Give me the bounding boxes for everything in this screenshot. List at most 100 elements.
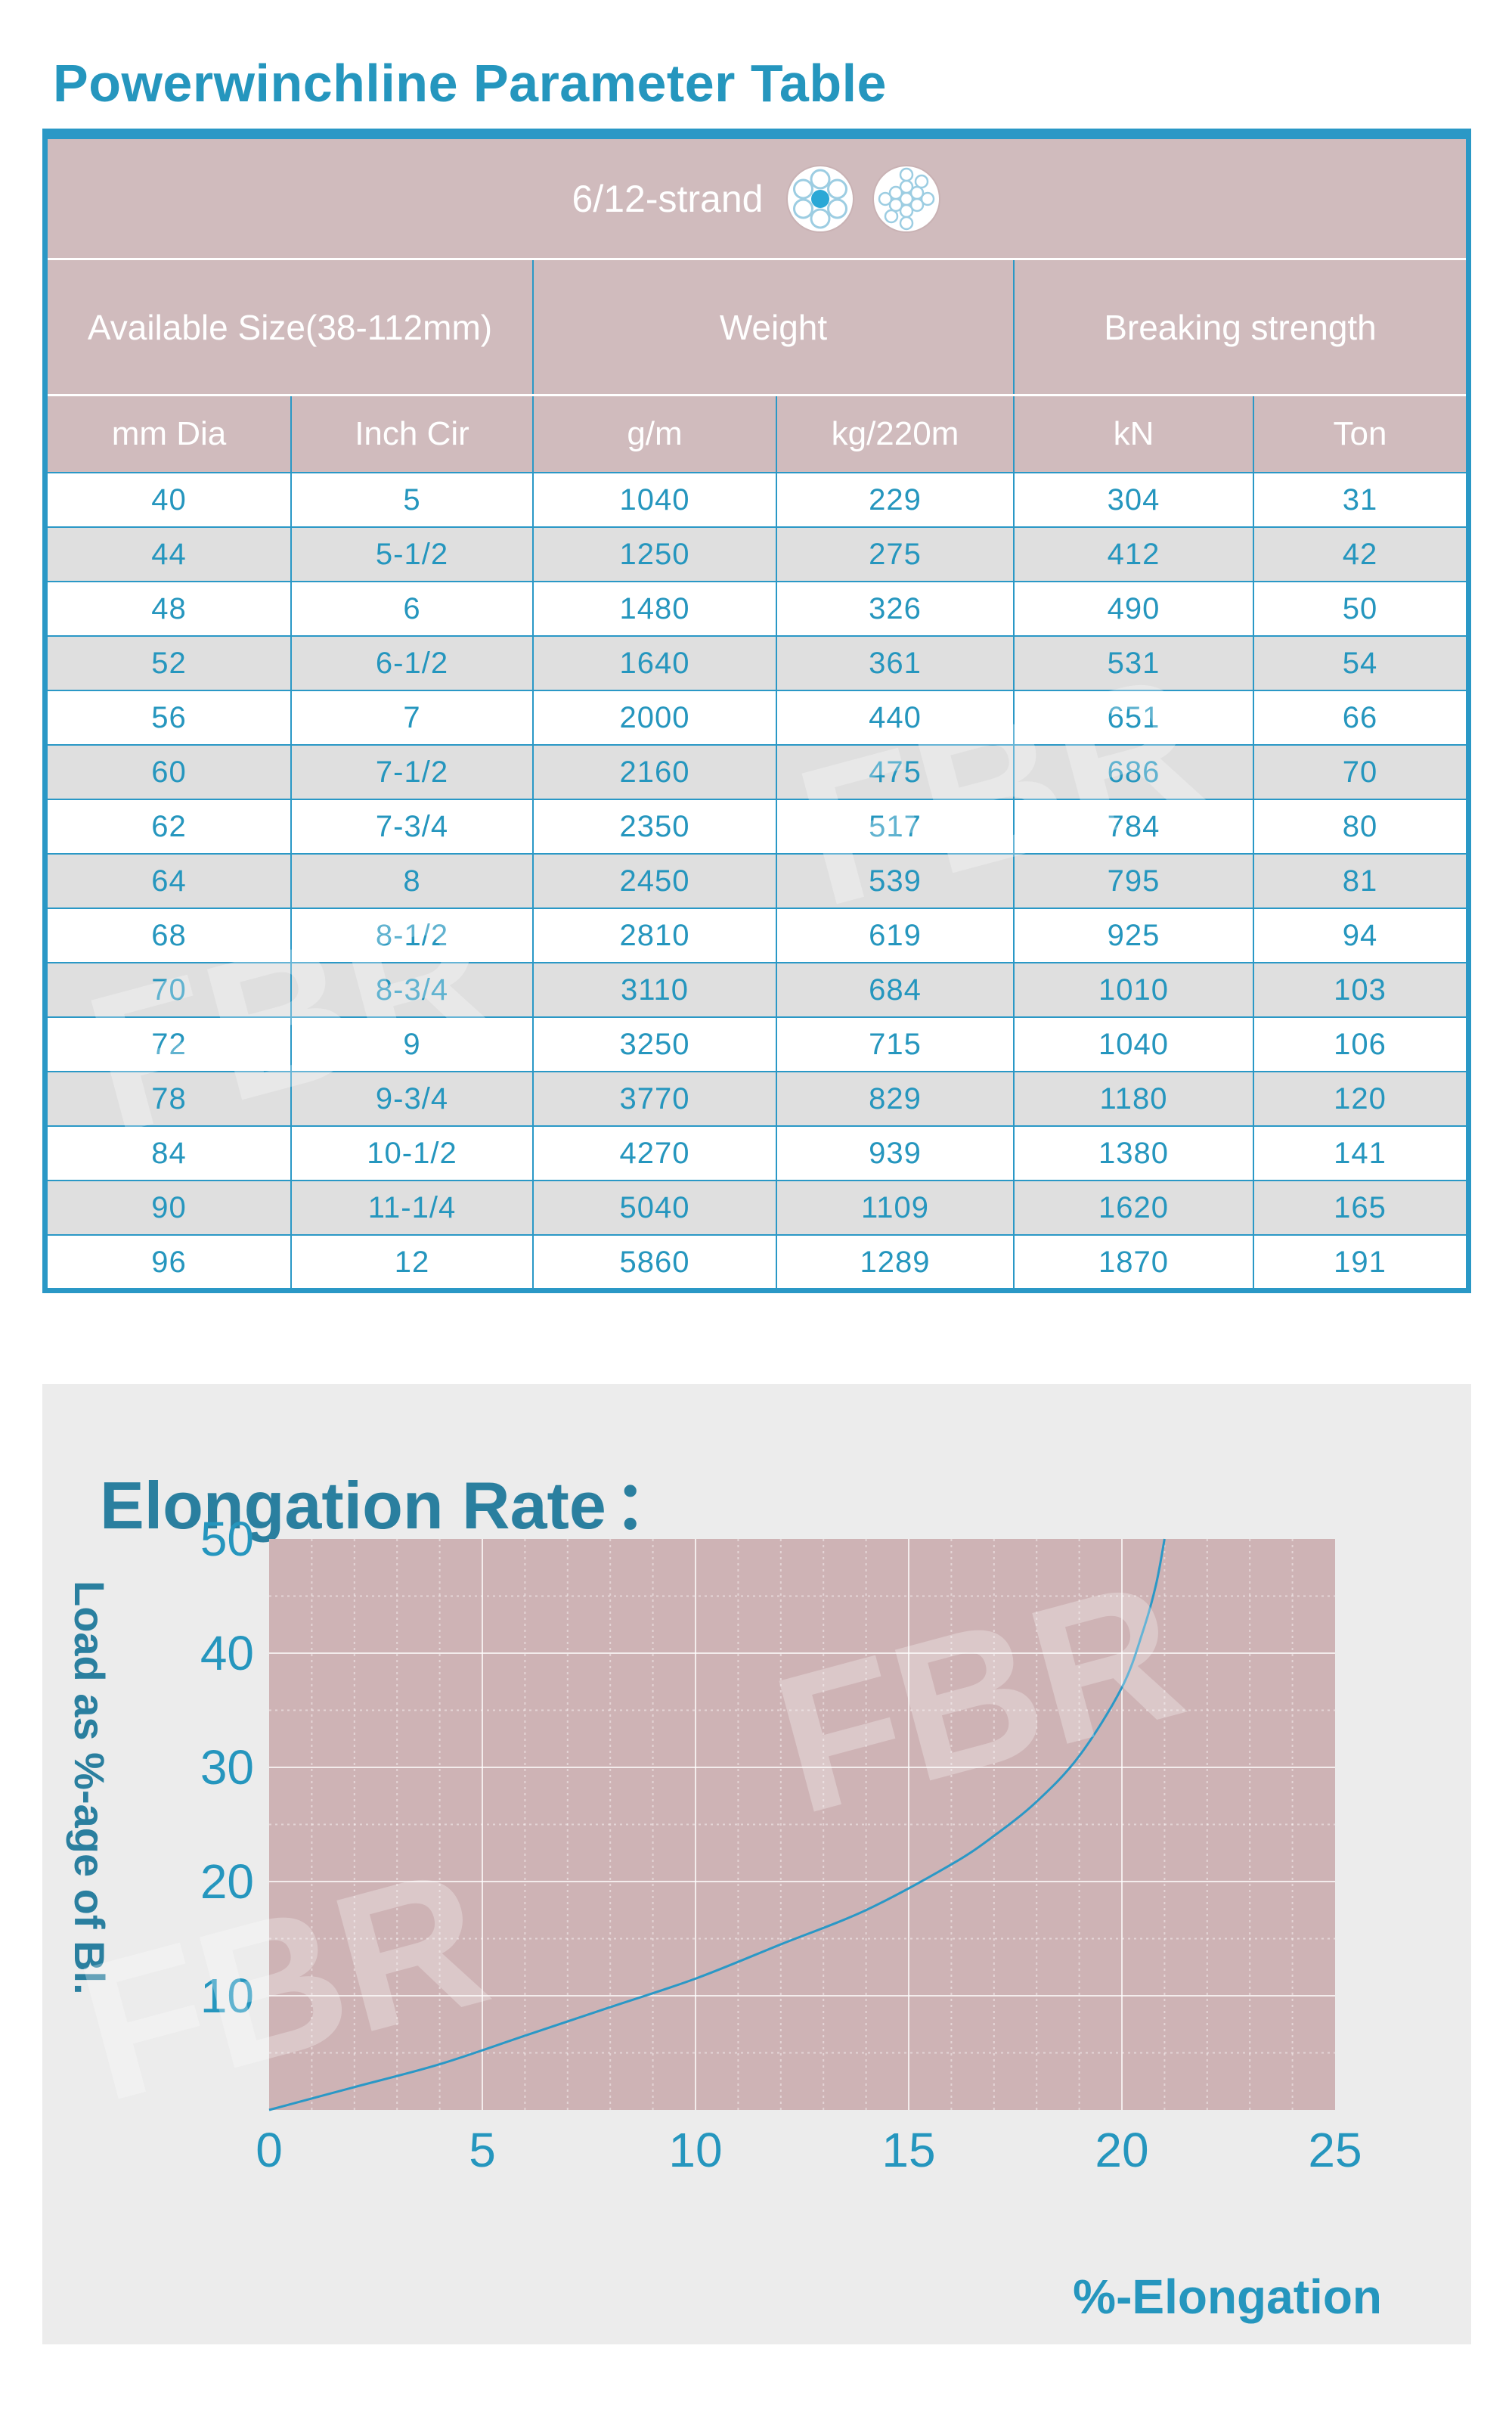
table-cell: 1250 (534, 528, 777, 581)
table-cell: 70 (1342, 755, 1378, 789)
table-cell: 8 (292, 855, 534, 908)
strand-12-icon (872, 164, 941, 233)
elongation-chart-panel: Elongation Rate： 0 5 10 15 20 25 10 20 30 40 50 Lo… (42, 1384, 1471, 2344)
table-cell: 103 (1334, 973, 1387, 1007)
table-cell: 66 (1342, 700, 1378, 734)
table-cell: 9 (292, 1018, 534, 1071)
table-cell: 48 (48, 582, 292, 635)
table-cell: 80 (1342, 809, 1378, 843)
y-tick-label: 10 (200, 1969, 254, 2023)
table-row: 40 5 1040 229 304 31 (48, 472, 1466, 526)
chart-title: Elongation Rate： (100, 1452, 680, 1548)
y-tick-label: 20 (200, 1854, 254, 1909)
table-cell: 1620 (1015, 1181, 1254, 1234)
column-header: Inch Cir (292, 396, 534, 472)
strand-header-cell: 6/12-strand (48, 139, 1466, 258)
table-cell: 60 (48, 746, 292, 799)
table-cell: 7 (292, 691, 534, 744)
table-cell: 3770 (534, 1072, 777, 1125)
table-cell: 229 (777, 473, 1015, 526)
table-cell: 191 (1334, 1245, 1387, 1279)
table-cell: 10-1/2 (292, 1127, 534, 1180)
column-header: kN (1015, 396, 1254, 472)
table-row: 60 7-1/2 2160 475 686 70 (48, 744, 1466, 799)
table-row: 48 6 1480 326 490 50 (48, 581, 1466, 635)
elongation-chart: 0 5 10 15 20 25 10 20 30 40 50 (200, 1512, 1362, 2177)
table-cell: 361 (777, 637, 1015, 690)
y-tick-label: 50 (200, 1512, 254, 1566)
table-cell: 120 (1334, 1081, 1387, 1115)
table-cell: 475 (777, 746, 1015, 799)
table-cell: 62 (48, 800, 292, 853)
table-cell: 42 (1342, 537, 1378, 571)
table-cell: 1109 (777, 1181, 1015, 1234)
column-header-row: mm Dia Inch Cir g/m kg/220m kN Ton (48, 396, 1466, 472)
table-cell: 90 (48, 1181, 292, 1234)
parameter-table: 6/12-strand (42, 129, 1471, 1293)
table-cell: 1040 (1015, 1018, 1254, 1071)
table-row: 56 7 2000 440 651 66 (48, 690, 1466, 744)
x-tick-label: 15 (881, 2123, 935, 2177)
table-cell: 1180 (1015, 1072, 1254, 1125)
table-row: 78 9-3/4 3770 829 1180 120 (48, 1071, 1466, 1125)
group-header-row: Available Size(38-112mm) Weight Breaking… (48, 260, 1466, 396)
table-cell: 6 (292, 582, 534, 635)
table-cell: 5 (292, 473, 534, 526)
table-cell: 784 (1015, 800, 1254, 853)
table-cell: 440 (777, 691, 1015, 744)
table-cell: 8-3/4 (292, 963, 534, 1016)
table-cell: 7-3/4 (292, 800, 534, 853)
table-cell: 5860 (534, 1236, 777, 1289)
table-cell: 3250 (534, 1018, 777, 1071)
table-cell: 78 (48, 1072, 292, 1125)
column-header: kg/220m (777, 396, 1015, 472)
x-axis-label: %-Elongation (1073, 2270, 1382, 2324)
table-cell: 9-3/4 (292, 1072, 534, 1125)
table-cell: 715 (777, 1018, 1015, 1071)
strand-header-row: 6/12-strand (48, 139, 1466, 260)
table-row: 68 8-1/2 2810 619 925 94 (48, 908, 1466, 962)
table-cell: 531 (1015, 637, 1254, 690)
table-row: 72 9 3250 715 1040 106 (48, 1016, 1466, 1071)
strand-label: 6/12-strand (572, 177, 764, 220)
table-cell: 684 (777, 963, 1015, 1016)
table-row: 96 12 5860 1289 1870 191 (48, 1234, 1466, 1289)
table-cell: 1289 (777, 1236, 1015, 1289)
table-cell: 54 (1342, 646, 1378, 680)
table-row: 90 11-1/4 5040 1109 1620 165 (48, 1180, 1466, 1234)
table-cell: 94 (1342, 918, 1378, 952)
table-cell: 686 (1015, 746, 1254, 799)
table-cell: 490 (1015, 582, 1254, 635)
table-cell: 5-1/2 (292, 528, 534, 581)
table-cell: 925 (1015, 909, 1254, 962)
table-cell: 8-1/2 (292, 909, 534, 962)
table-cell: 651 (1015, 691, 1254, 744)
table-cell: 56 (48, 691, 292, 744)
series-line (268, 1538, 1166, 2111)
table-cell: 141 (1334, 1136, 1387, 1170)
table-cell: 4270 (534, 1127, 777, 1180)
table-cell: 50 (1342, 591, 1378, 625)
chart-title-colon: ： (613, 1468, 680, 1543)
table-cell: 412 (1015, 528, 1254, 581)
table-cell: 2810 (534, 909, 777, 962)
x-tick-label: 10 (668, 2123, 722, 2177)
table-cell: 70 (48, 963, 292, 1016)
table-cell: 40 (48, 473, 292, 526)
table-cell: 5040 (534, 1181, 777, 1234)
table-cell: 275 (777, 528, 1015, 581)
table-cell: 1640 (534, 637, 777, 690)
table-cell: 1010 (1015, 963, 1254, 1016)
table-cell: 68 (48, 909, 292, 962)
x-tick-label: 25 (1308, 2123, 1362, 2177)
table-cell: 44 (48, 528, 292, 581)
table-cell: 326 (777, 582, 1015, 635)
table-cell: 64 (48, 855, 292, 908)
table-row: 52 6-1/2 1640 361 531 54 (48, 635, 1466, 690)
table-cell: 6-1/2 (292, 637, 534, 690)
table-cell: 939 (777, 1127, 1015, 1180)
y-tick-label: 40 (200, 1626, 254, 1680)
table-cell: 1380 (1015, 1127, 1254, 1180)
column-header: g/m (534, 396, 777, 472)
x-tick-label: 20 (1095, 2123, 1148, 2177)
